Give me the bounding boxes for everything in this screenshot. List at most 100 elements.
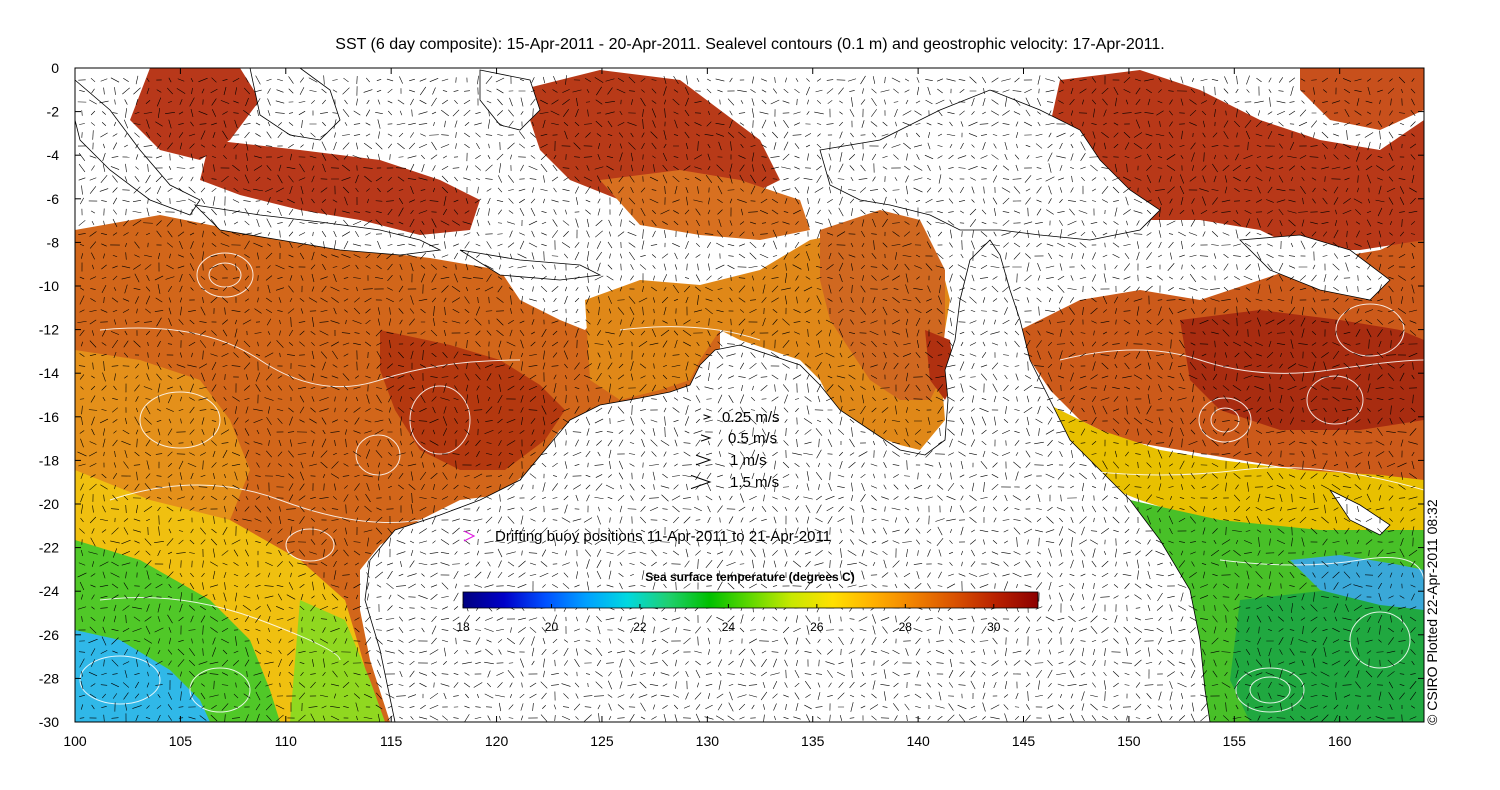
velocity-arrow <box>289 275 293 281</box>
velocity-arrow <box>101 264 107 270</box>
velocity-arrow <box>926 241 932 249</box>
velocity-arrow <box>552 330 558 336</box>
velocity-arrow <box>333 273 337 283</box>
velocity-arrow <box>91 220 95 226</box>
velocity-arrow <box>1255 177 1263 181</box>
velocity-arrow <box>882 155 888 159</box>
velocity-arrow <box>156 373 162 381</box>
velocity-arrow <box>838 163 844 173</box>
velocity-arrow <box>946 78 956 82</box>
velocity-arrow <box>895 121 897 127</box>
velocity-arrow <box>408 142 416 150</box>
velocity-arrow <box>729 220 733 226</box>
velocity-arrow <box>730 141 732 151</box>
velocity-arrow <box>1158 241 1162 249</box>
velocity-arrow <box>750 397 756 401</box>
velocity-arrow <box>431 288 437 290</box>
velocity-arrow <box>585 416 591 426</box>
velocity-arrow <box>542 89 546 93</box>
velocity-arrow <box>605 78 615 82</box>
velocity-arrow <box>563 122 569 126</box>
velocity-arrow <box>187 364 197 368</box>
velocity-arrow <box>913 187 923 193</box>
velocity-arrow <box>1113 122 1119 126</box>
velocity-arrow <box>399 275 403 281</box>
velocity-arrow <box>279 319 281 325</box>
velocity-arrow <box>1366 252 1372 260</box>
velocity-arrow <box>694 166 702 170</box>
velocity-arrow <box>464 309 470 313</box>
velocity-arrow <box>1058 89 1064 93</box>
velocity-arrow <box>1365 299 1373 301</box>
velocity-arrow <box>717 394 723 404</box>
velocity-arrow <box>783 120 789 128</box>
velocity-arrow <box>1266 351 1274 359</box>
velocity-arrow <box>158 395 160 403</box>
velocity-arrow <box>364 175 372 183</box>
velocity-arrow <box>1090 222 1098 224</box>
velocity-arrow <box>991 362 999 370</box>
velocity-arrow <box>441 175 449 183</box>
velocity-arrow <box>696 219 700 227</box>
velocity-arrow <box>983 319 985 325</box>
velocity-arrow <box>1035 221 1043 225</box>
velocity-arrow <box>586 218 590 228</box>
velocity-arrow <box>387 287 393 291</box>
velocity-arrow <box>431 273 437 283</box>
velocity-arrow <box>397 375 405 379</box>
velocity-arrow <box>1288 372 1296 382</box>
velocity-arrow <box>640 187 646 193</box>
velocity-arrow <box>1168 90 1174 92</box>
velocity-arrow <box>1201 308 1207 314</box>
velocity-arrow <box>806 374 810 380</box>
velocity-arrow <box>1101 132 1109 138</box>
velocity-arrow <box>783 131 789 139</box>
velocity-arrow <box>728 387 734 389</box>
velocity-arrow <box>244 240 250 250</box>
velocity-arrow <box>869 211 879 213</box>
velocity-arrow <box>583 156 593 158</box>
velocity-arrow <box>1246 385 1250 391</box>
velocity-arrow <box>717 297 723 303</box>
velocity-arrow <box>89 99 97 105</box>
velocity-arrow <box>519 320 525 324</box>
velocity-arrow <box>353 386 361 390</box>
velocity-arrow <box>937 122 943 126</box>
velocity-arrow <box>839 111 843 115</box>
velocity-arrow <box>848 188 856 192</box>
velocity-arrow <box>752 231 754 237</box>
velocity-arrow <box>462 277 472 279</box>
velocity-arrow <box>375 200 383 202</box>
velocity-arrow <box>1410 88 1416 94</box>
velocity-arrow <box>1191 77 1195 83</box>
velocity-arrow <box>1091 188 1097 192</box>
velocity-arrow <box>211 420 217 422</box>
velocity-arrow <box>311 342 315 346</box>
velocity-arrow <box>1189 176 1197 182</box>
velocity-arrow <box>123 119 129 129</box>
velocity-arrow <box>1004 374 1008 380</box>
velocity-arrow <box>785 263 787 271</box>
velocity-arrow <box>906 153 908 161</box>
ocean-sst-pacific-north <box>1300 68 1424 130</box>
velocity-arrow <box>213 341 215 347</box>
velocity-arrow <box>926 187 932 193</box>
velocity-arrow <box>871 153 877 161</box>
velocity-arrow <box>727 98 735 106</box>
velocity-arrow <box>310 242 316 248</box>
velocity-arrow <box>619 197 623 205</box>
velocity-arrow <box>1300 317 1306 327</box>
velocity-arrow <box>882 342 888 346</box>
velocity-arrow <box>388 176 392 182</box>
velocity-arrow <box>752 286 754 292</box>
velocity-arrow <box>1322 89 1328 93</box>
ocean-sst-east-darkgreen <box>1230 580 1424 722</box>
velocity-arrow <box>333 307 337 315</box>
velocity-arrow <box>915 384 921 392</box>
velocity-arrow <box>872 296 876 304</box>
velocity-arrow <box>432 406 436 414</box>
velocity-arrow <box>519 240 525 250</box>
velocity-arrow <box>773 406 777 414</box>
velocity-arrow <box>1356 385 1360 391</box>
velocity-arrow <box>969 208 977 216</box>
